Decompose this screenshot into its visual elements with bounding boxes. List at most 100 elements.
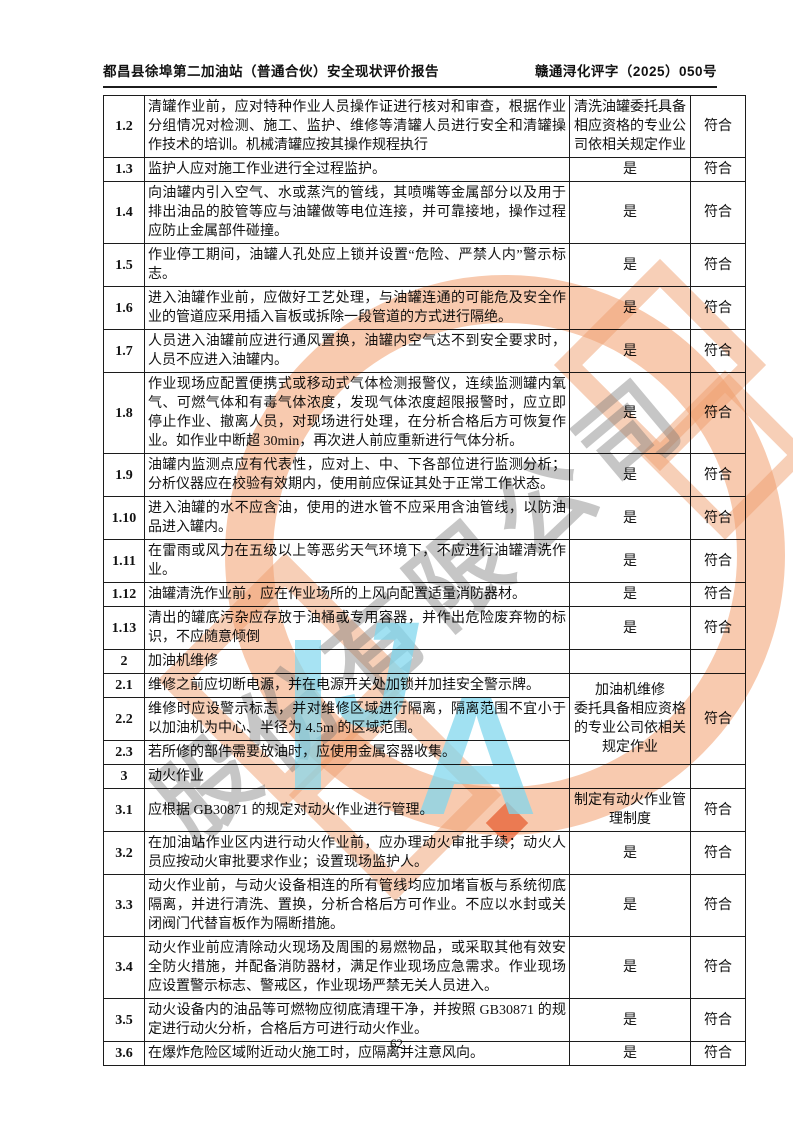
conclusion-cell: 符合 xyxy=(690,286,746,330)
status-cell: 是 xyxy=(569,372,691,454)
status-cell: 是 xyxy=(569,606,691,650)
table-row: 1.6 进入油罐作业前，应做好工艺处理，与油罐连通的可能危及安全作业的管道应采用插… xyxy=(103,286,746,330)
item-description: 动火设备内的油品等可燃物应彻底清理干净，并按照 GB30871 的规定进行动火分… xyxy=(144,998,570,1042)
row-number: 1.10 xyxy=(103,496,145,540)
status-cell: 是 xyxy=(569,496,691,540)
status-cell xyxy=(569,764,691,789)
item-description: 作业现场应配置便携式或移动式气体检测报警仪，连续监测罐内氧气、可燃气体和有毒气体… xyxy=(144,372,570,454)
item-description: 在加油站作业区内进行动火作业前，应办理动火审批手续；动火人员应按动火审批要求作业… xyxy=(144,831,570,875)
row-number: 2.3 xyxy=(103,740,145,765)
table-row: 2.2 维修时应设警示标志，并对维修区域进行隔离，隔离范围不宜小于以加油机为中心、… xyxy=(103,697,746,741)
table-row: 1.3 监护人应对施工作业进行全过程监护。是符合 xyxy=(103,157,746,182)
item-description: 向油罐内引入空气、水或蒸汽的管线，其喷嘴等金属部分以及用于排出油品的胶管等应与油… xyxy=(144,181,570,244)
row-number: 1.3 xyxy=(103,157,145,182)
status-cell: 是 xyxy=(569,936,691,999)
status-cell: 是 xyxy=(569,582,691,607)
status-cell: 是 xyxy=(569,874,691,937)
conclusion-cell: 符合 xyxy=(690,673,746,765)
row-number: 1.6 xyxy=(103,286,145,330)
item-description: 进入油罐的水不应含油，使用的进水管不应采用含油管线，以防油品进入罐内。 xyxy=(144,496,570,540)
table-row: 1.9 油罐内监测点应有代表性，应对上、中、下各部位进行监测分析；分析仪器应在校验… xyxy=(103,453,746,497)
row-number: 2.2 xyxy=(103,697,145,741)
conclusion-cell: 符合 xyxy=(690,243,746,287)
section-row: 3 动火作业 xyxy=(103,764,746,789)
compliance-table: 1.2 清罐作业前，应对特种作业人员操作证进行核对和审查，根据作业分组情况对检测、… xyxy=(103,95,746,1066)
item-description: 应根据 GB30871 的规定对动火作业进行管理。 xyxy=(144,788,570,832)
item-description: 加油机维修 xyxy=(144,649,570,674)
table-row: 1.13 清出的罐底污杂应存放于油桶或专用容器，并作出危险废弃物的标识，不应随意倾… xyxy=(103,606,746,650)
item-description: 若所修的部件需要放油时，应使用金属容器收集。 xyxy=(144,740,570,765)
status-cell: 是 xyxy=(569,181,691,244)
conclusion-cell xyxy=(690,649,746,674)
table-row: 3.6 在爆炸危险区域附近动火施工时，应隔离并注意风向。是符合 xyxy=(103,1041,746,1066)
item-description: 动火作业前，与动火设备相连的所有管线均应加堵盲板与系统彻底隔离，并进行清洗、置换… xyxy=(144,874,570,937)
conclusion-cell: 符合 xyxy=(690,874,746,937)
table-row: 1.5 作业停工期间，油罐人孔处应上锁并设置“危险、严禁人内”警示标志。是符合 xyxy=(103,243,746,287)
table-row: 1.2 清罐作业前，应对特种作业人员操作证进行核对和审查，根据作业分组情况对检测、… xyxy=(103,95,746,158)
table-row: 1.4 向油罐内引入空气、水或蒸汽的管线，其喷嘴等金属部分以及用于排出油品的胶管等… xyxy=(103,181,746,244)
status-cell: 是 xyxy=(569,539,691,583)
conclusion-cell: 符合 xyxy=(690,453,746,497)
item-description: 维修时应设警示标志，并对维修区域进行隔离，隔离范围不宜小于以加油机为中心、半径为… xyxy=(144,697,570,741)
conclusion-cell: 符合 xyxy=(690,1041,746,1066)
item-description: 维修之前应切断电源，并在电源开关处加锁并加挂安全警示牌。 xyxy=(144,673,570,698)
table-body: 1.2 清罐作业前，应对特种作业人员操作证进行核对和审查，根据作业分组情况对检测、… xyxy=(103,95,746,1066)
row-number: 1.13 xyxy=(103,606,145,650)
conclusion-cell: 符合 xyxy=(690,606,746,650)
row-number: 2 xyxy=(103,649,145,674)
table-row: 3.1 应根据 GB30871 的规定对动火作业进行管理。 制定有动火作业管理制度符… xyxy=(103,788,746,832)
table-row: 3.2 在加油站作业区内进行动火作业前，应办理动火审批手续；动火人员应按动火审批要… xyxy=(103,831,746,875)
item-description: 进入油罐作业前，应做好工艺处理，与油罐连通的可能危及安全作业的管道应采用插入盲板… xyxy=(144,286,570,330)
row-number: 1.5 xyxy=(103,243,145,287)
table-row: 1.10 进入油罐的水不应含油，使用的进水管不应采用含油管线，以防油品进入罐内。是… xyxy=(103,496,746,540)
page-footer: 62 xyxy=(0,1036,793,1052)
status-cell: 是 xyxy=(569,831,691,875)
conclusion-cell: 符合 xyxy=(690,329,746,373)
table-row: 1.12 油罐清洗作业前，应在作业场所的上风向配置适量消防器材。是符合 xyxy=(103,582,746,607)
item-description: 作业停工期间，油罐人孔处应上锁并设置“危险、严禁人内”警示标志。 xyxy=(144,243,570,287)
table-row: 3.4 动火作业前应清除动火现场及周围的易燃物品，或采取其他有效安全防火措施，并配… xyxy=(103,936,746,999)
conclusion-cell: 符合 xyxy=(690,496,746,540)
conclusion-cell: 符合 xyxy=(690,788,746,832)
row-number: 3.6 xyxy=(103,1041,145,1066)
section-row: 2 加油机维修 xyxy=(103,649,746,674)
conclusion-cell: 符合 xyxy=(690,157,746,182)
item-description: 油罐清洗作业前，应在作业场所的上风向配置适量消防器材。 xyxy=(144,582,570,607)
page-header: 都昌县徐埠第二加油站（普通合伙）安全现状评价报告 赣通浔化评字（2025）050… xyxy=(103,60,717,80)
row-number: 3.4 xyxy=(103,936,145,999)
row-number: 3.3 xyxy=(103,874,145,937)
table-row: 1.8 作业现场应配置便携式或移动式气体检测报警仪，连续监测罐内氧气、可燃气体和有… xyxy=(103,372,746,454)
conclusion-cell: 符合 xyxy=(690,831,746,875)
conclusion-cell: 符合 xyxy=(690,582,746,607)
status-cell: 清洗油罐委托具备相应资格的专业公司依相关规定作业 xyxy=(569,95,691,158)
row-number: 3 xyxy=(103,764,145,789)
doc-number: 赣通浔化评字（2025）050号 xyxy=(534,64,717,79)
item-description: 监护人应对施工作业进行全过程监护。 xyxy=(144,157,570,182)
status-cell: 制定有动火作业管理制度 xyxy=(569,788,691,832)
row-number: 1.9 xyxy=(103,453,145,497)
item-description: 动火作业前应清除动火现场及周围的易燃物品，或采取其他有效安全防火措施，并配备消防… xyxy=(144,936,570,999)
status-cell: 是 xyxy=(569,243,691,287)
table-row: 1.7 人员进入油罐前应进行通风置换，油罐内空气达不到安全要求时，人员不应进入油罐… xyxy=(103,329,746,373)
status-cell: 是 xyxy=(569,998,691,1042)
status-cell: 是 xyxy=(569,1041,691,1066)
status-cell: 是 xyxy=(569,286,691,330)
page-number: 62 xyxy=(390,1036,403,1051)
item-description: 清罐作业前，应对特种作业人员操作证进行核对和审查，根据作业分组情况对检测、施工、… xyxy=(144,95,570,158)
status-cell: 是 xyxy=(569,329,691,373)
row-number: 1.7 xyxy=(103,329,145,373)
item-description: 在爆炸危险区域附近动火施工时，应隔离并注意风向。 xyxy=(144,1041,570,1066)
item-description: 动火作业 xyxy=(144,764,570,789)
row-number: 1.12 xyxy=(103,582,145,607)
report-title: 都昌县徐埠第二加油站（普通合伙）安全现状评价报告 xyxy=(103,64,439,79)
item-description: 在雷雨或风力在五级以上等恶劣天气环境下，不应进行油罐清洗作业。 xyxy=(144,539,570,583)
conclusion-cell: 符合 xyxy=(690,372,746,454)
status-cell: 是 xyxy=(569,453,691,497)
conclusion-cell: 符合 xyxy=(690,95,746,158)
conclusion-cell: 符合 xyxy=(690,181,746,244)
row-number: 1.11 xyxy=(103,539,145,583)
header-divider xyxy=(103,86,717,88)
row-number: 2.1 xyxy=(103,673,145,698)
table-row: 1.11 在雷雨或风力在五级以上等恶劣天气环境下，不应进行油罐清洗作业。是符合 xyxy=(103,539,746,583)
